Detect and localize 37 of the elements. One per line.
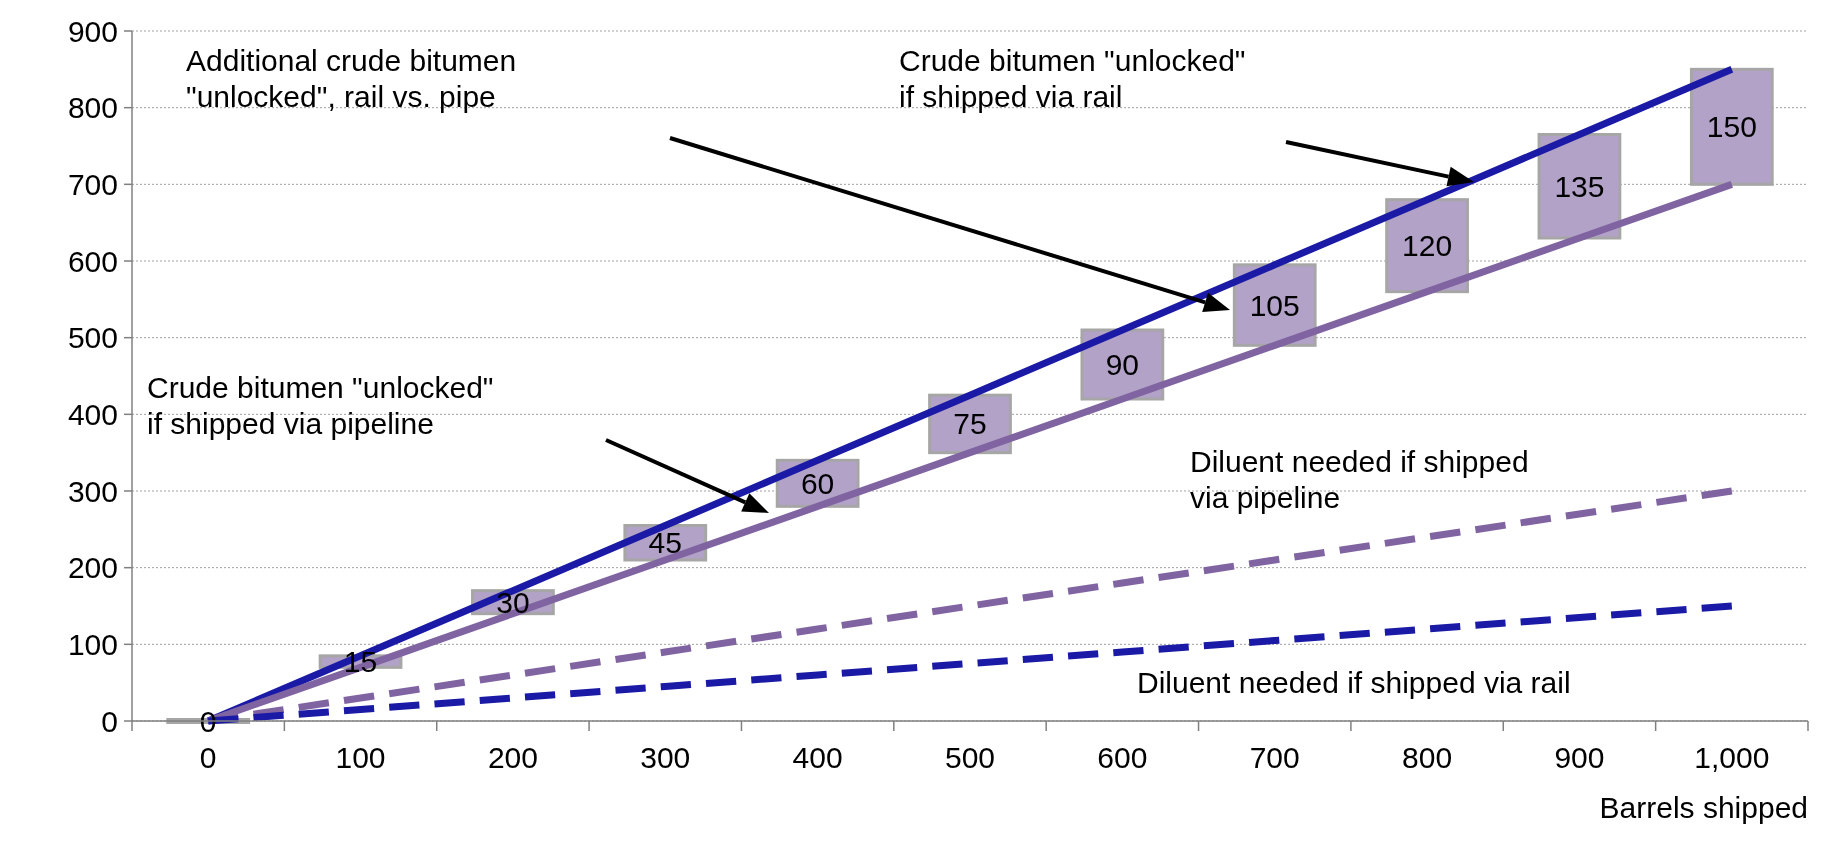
x-axis-title: Barrels shipped <box>1599 790 1808 824</box>
x-tick-label: 800 <box>1402 740 1453 774</box>
x-tick-label: 400 <box>792 740 843 774</box>
annotation: Crude bitumen "unlocked" if shipped via pipeline <box>147 370 494 440</box>
annotation: Crude bitumen "unlocked" if shipped via rail <box>899 43 1246 113</box>
y-tick-label: 700 <box>67 167 118 201</box>
data-label: 0 <box>199 704 217 738</box>
x-tick-label: 900 <box>1554 740 1605 774</box>
annotation: Diluent needed if shipped via pipeline <box>1190 444 1529 514</box>
x-tick-label: 0 <box>199 740 217 774</box>
data-label: 150 <box>1706 110 1757 144</box>
x-tick-label: 500 <box>944 740 996 774</box>
x-tick-label: 200 <box>487 740 538 774</box>
data-label: 120 <box>1402 229 1453 263</box>
data-label: 135 <box>1554 169 1605 203</box>
y-tick-label: 800 <box>67 91 118 125</box>
data-label: 45 <box>648 526 682 560</box>
y-tick-label: 400 <box>67 397 118 431</box>
y-tick-label: 0 <box>101 704 118 738</box>
y-tick-label: 300 <box>67 474 118 508</box>
y-tick-label: 500 <box>67 321 118 355</box>
annotation: Diluent needed if shipped via rail <box>1137 665 1571 699</box>
x-tick-label: 100 <box>335 740 386 774</box>
annotation: Additional crude bitumen "unlocked", rail vs. pipe <box>186 43 517 113</box>
data-label: 105 <box>1249 288 1300 322</box>
y-tick-label: 200 <box>67 551 118 585</box>
y-tick-label: 900 <box>67 14 118 48</box>
x-tick-label: 1,000 <box>1694 740 1770 774</box>
x-tick-label: 300 <box>640 740 691 774</box>
y-tick-label: 600 <box>67 244 118 278</box>
y-tick-label: 100 <box>67 627 118 661</box>
data-label: 75 <box>953 407 987 441</box>
x-tick-label: 600 <box>1097 740 1148 774</box>
data-label: 90 <box>1105 348 1140 381</box>
data-label: 60 <box>800 466 835 500</box>
data-label: 30 <box>496 585 530 619</box>
x-tick-label: 700 <box>1249 740 1300 774</box>
